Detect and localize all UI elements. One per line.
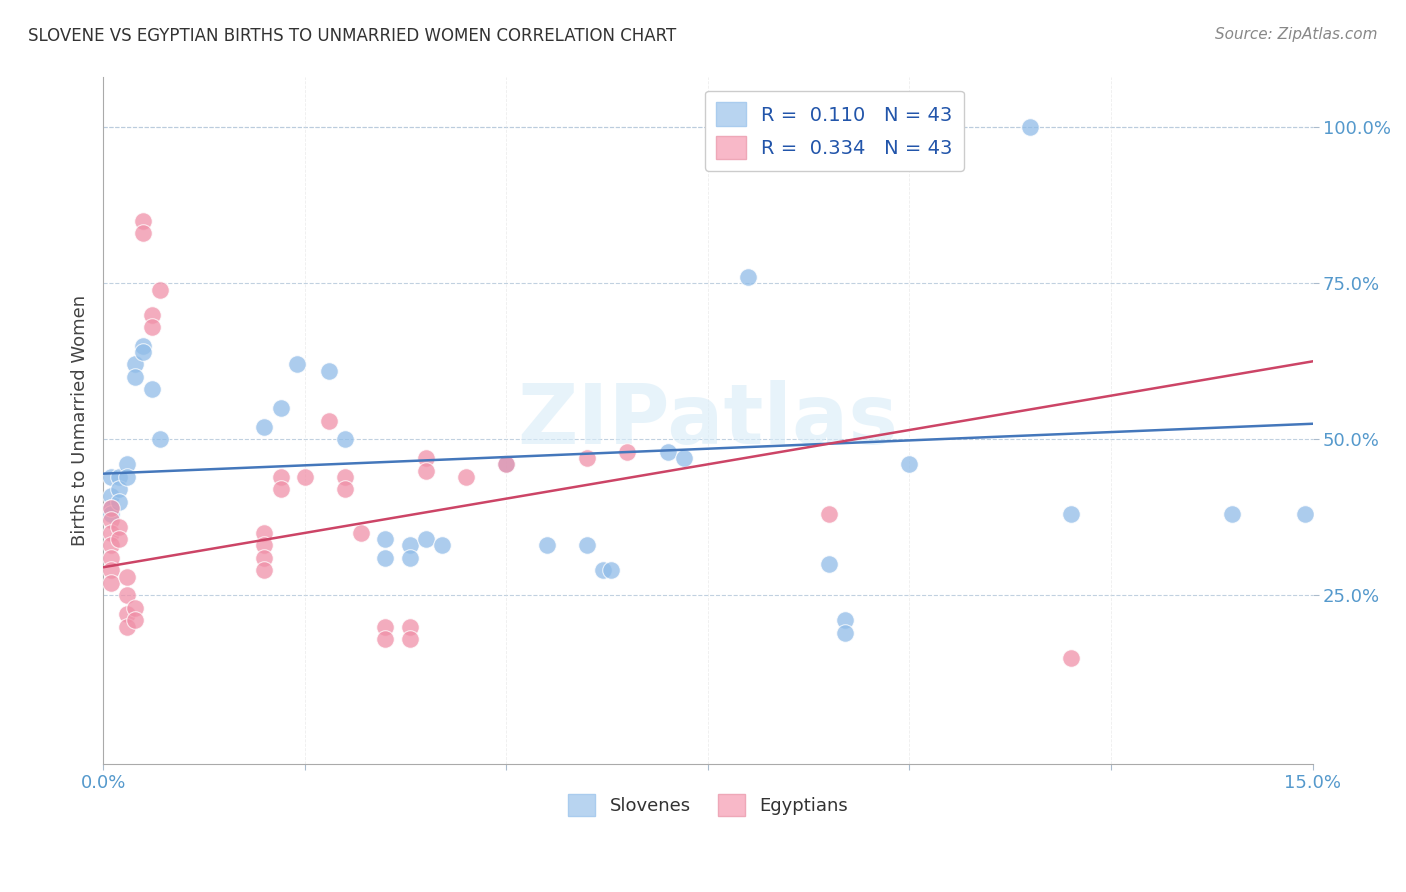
Point — [100, 500, 122, 515]
Point — [100, 500, 122, 515]
Point — [100, 489, 122, 503]
Point — [454, 470, 477, 484]
Point — [141, 383, 163, 397]
Point — [318, 414, 340, 428]
Y-axis label: Births to Unmarried Women: Births to Unmarried Women — [72, 295, 89, 546]
Point — [898, 458, 921, 472]
Point — [415, 464, 437, 478]
Point — [100, 563, 122, 577]
Point — [117, 588, 139, 602]
Point — [100, 470, 122, 484]
Point — [398, 619, 420, 633]
Point — [148, 433, 170, 447]
Point — [294, 470, 316, 484]
Point — [374, 619, 396, 633]
Point — [108, 470, 131, 484]
Point — [117, 569, 139, 583]
Point — [253, 563, 276, 577]
Point — [415, 451, 437, 466]
Point — [117, 458, 139, 472]
Point — [817, 557, 839, 571]
Point — [253, 525, 276, 540]
Point — [132, 227, 155, 241]
Point — [657, 445, 679, 459]
Point — [592, 563, 614, 577]
Point — [938, 120, 960, 135]
Point — [253, 420, 276, 434]
Point — [817, 507, 839, 521]
Point — [100, 550, 122, 565]
Text: SLOVENE VS EGYPTIAN BIRTHS TO UNMARRIED WOMEN CORRELATION CHART: SLOVENE VS EGYPTIAN BIRTHS TO UNMARRIED … — [28, 27, 676, 45]
Point — [132, 339, 155, 353]
Point — [350, 525, 373, 540]
Point — [575, 451, 598, 466]
Point — [1294, 507, 1316, 521]
Point — [124, 370, 146, 384]
Point — [117, 470, 139, 484]
Text: Source: ZipAtlas.com: Source: ZipAtlas.com — [1215, 27, 1378, 42]
Point — [285, 358, 308, 372]
Point — [398, 632, 420, 646]
Point — [132, 345, 155, 359]
Point — [600, 563, 623, 577]
Point — [270, 401, 292, 416]
Point — [124, 613, 146, 627]
Point — [148, 283, 170, 297]
Point — [834, 613, 856, 627]
Point — [398, 550, 420, 565]
Point — [124, 358, 146, 372]
Point — [117, 607, 139, 621]
Point — [672, 451, 695, 466]
Point — [374, 550, 396, 565]
Point — [108, 532, 131, 546]
Point — [1060, 650, 1083, 665]
Legend: Slovenes, Egyptians: Slovenes, Egyptians — [561, 787, 855, 823]
Point — [333, 433, 356, 447]
Point — [100, 507, 122, 521]
Point — [270, 470, 292, 484]
Point — [737, 270, 759, 285]
Point — [415, 532, 437, 546]
Point — [108, 494, 131, 508]
Point — [374, 532, 396, 546]
Point — [253, 550, 276, 565]
Point — [616, 445, 638, 459]
Point — [270, 483, 292, 497]
Point — [575, 538, 598, 552]
Point — [1019, 120, 1042, 135]
Point — [495, 458, 517, 472]
Text: ZIPatlas: ZIPatlas — [517, 380, 898, 461]
Point — [108, 483, 131, 497]
Point — [1220, 507, 1243, 521]
Point — [834, 625, 856, 640]
Point — [132, 214, 155, 228]
Point — [100, 538, 122, 552]
Point — [124, 600, 146, 615]
Point — [100, 525, 122, 540]
Point — [495, 458, 517, 472]
Point — [318, 364, 340, 378]
Point — [117, 619, 139, 633]
Point — [333, 483, 356, 497]
Point — [536, 538, 558, 552]
Point — [398, 538, 420, 552]
Point — [141, 308, 163, 322]
Point — [141, 320, 163, 334]
Point — [108, 519, 131, 533]
Point — [1060, 507, 1083, 521]
Point — [253, 538, 276, 552]
Point — [333, 470, 356, 484]
Point — [374, 632, 396, 646]
Point — [430, 538, 453, 552]
Point — [100, 513, 122, 527]
Point — [100, 575, 122, 590]
